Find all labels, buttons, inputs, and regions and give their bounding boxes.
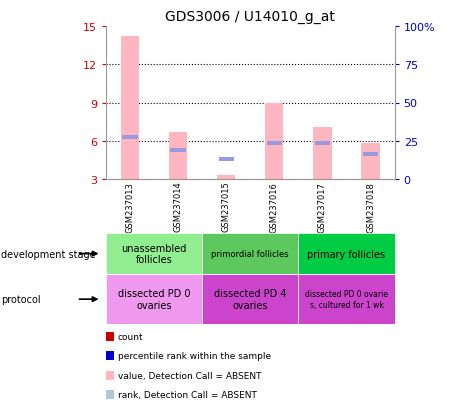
Text: GSM237016: GSM237016 [270, 181, 279, 232]
Text: GSM237018: GSM237018 [366, 181, 375, 232]
Text: percentile rank within the sample: percentile rank within the sample [118, 351, 271, 361]
Bar [363, 152, 378, 156]
Text: dissected PD 0 ovarie
s, cultured for 1 wk: dissected PD 0 ovarie s, cultured for 1 … [305, 290, 388, 309]
Bar [106, 233, 202, 275]
Text: unassembled
follicles: unassembled follicles [121, 243, 187, 265]
Bar [202, 233, 299, 275]
Bar [121, 37, 139, 180]
Text: GSM237013: GSM237013 [125, 181, 134, 232]
Text: primary follicles: primary follicles [308, 249, 386, 259]
Bar [219, 157, 234, 161]
Bar [202, 275, 299, 324]
Bar [217, 176, 235, 180]
Text: dissected PD 0
ovaries: dissected PD 0 ovaries [118, 289, 190, 310]
Text: protocol: protocol [1, 294, 41, 304]
Bar [265, 103, 284, 180]
Bar [170, 148, 186, 152]
Text: GSM237015: GSM237015 [222, 181, 231, 232]
Text: GSM237014: GSM237014 [174, 181, 183, 232]
Text: value, Detection Call = ABSENT: value, Detection Call = ABSENT [118, 371, 261, 380]
Text: development stage: development stage [1, 249, 96, 259]
Text: rank, Detection Call = ABSENT: rank, Detection Call = ABSENT [118, 390, 257, 399]
Bar [299, 275, 395, 324]
Bar [169, 133, 187, 180]
Text: GSM237017: GSM237017 [318, 181, 327, 232]
Bar [106, 275, 202, 324]
Text: count: count [118, 332, 143, 341]
Bar [122, 135, 138, 140]
Text: dissected PD 4
ovaries: dissected PD 4 ovaries [214, 289, 286, 310]
Bar [361, 144, 380, 180]
Bar [299, 233, 395, 275]
Text: primordial follicles: primordial follicles [212, 249, 289, 259]
Bar [315, 142, 330, 146]
Bar [313, 128, 331, 180]
Title: GDS3006 / U14010_g_at: GDS3006 / U14010_g_at [166, 10, 335, 24]
Bar [267, 142, 282, 146]
